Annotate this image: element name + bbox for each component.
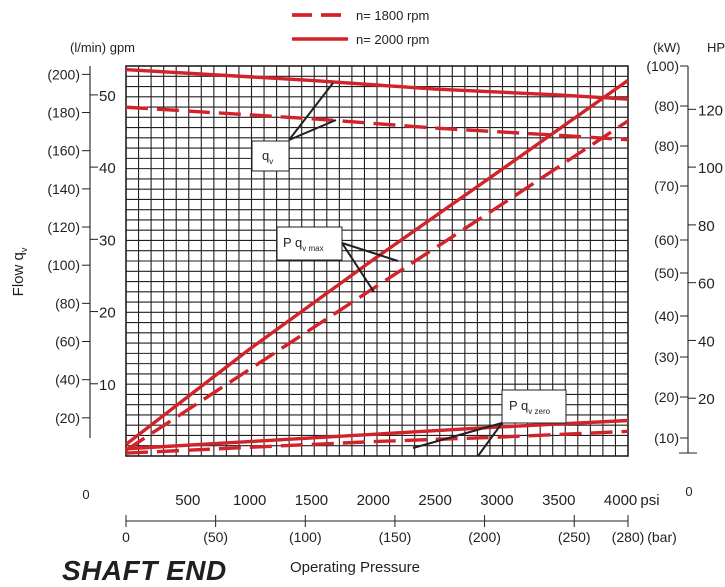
hp-tick-label: 100 (698, 160, 723, 177)
gpm-tick-label: 10 (99, 377, 116, 394)
kw-tick-label: (80) (654, 98, 679, 114)
bar-tick-label: (150) (379, 529, 412, 545)
hp-tick-label: 80 (698, 218, 715, 235)
gpm-tick-label: 40 (99, 160, 116, 177)
psi-tick-label: 2500 (418, 492, 451, 509)
kw-tick-label: (100) (646, 58, 679, 74)
flow-leader-line (288, 82, 334, 141)
hp-tick-label: 40 (698, 333, 715, 350)
left-origin-label: 0 (82, 487, 89, 502)
x-axis-title: Operating Pressure (290, 559, 420, 576)
flow-annotation-box (251, 140, 290, 172)
bar-tick-label: (100) (289, 529, 322, 545)
legend-label-2000: n= 2000 rpm (356, 32, 429, 47)
lmin-tick-label: (120) (47, 219, 80, 235)
series-line-power_max-solid (124, 79, 629, 446)
kw-tick-label: (80) (654, 138, 679, 154)
gpm-tick-label: 30 (99, 232, 116, 249)
kw-tick-label: (60) (654, 232, 679, 248)
psi-tick-label: 4000 (604, 492, 637, 509)
kw-tick-label: (70) (654, 178, 679, 194)
psi-tick-label: 500 (175, 492, 200, 509)
right-origin-label: 0 (685, 484, 692, 499)
power-zero-annotation-box (501, 389, 567, 424)
psi-unit-label: psi (640, 492, 659, 509)
page-heading: SHAFT END (62, 555, 227, 586)
chart-annotations: qv P qv max P qv zero (251, 82, 567, 457)
bar-tick-label: (50) (203, 529, 228, 545)
lmin-tick-label: (180) (47, 105, 80, 121)
right-unit-header-hp: HP (707, 40, 725, 55)
lmin-tick-label: (60) (55, 334, 80, 350)
lmin-tick-label: (200) (47, 66, 80, 82)
power-zero-leader-line (412, 422, 503, 449)
series-line-power_zero-dashed (125, 429, 629, 455)
series-line-power_max-dashed (125, 119, 629, 452)
lmin-tick-label: (140) (47, 181, 80, 197)
kw-tick-label: (40) (654, 308, 679, 324)
kw-tick-label: (50) (654, 265, 679, 281)
chart-series (124, 67, 629, 455)
power-max-annotation-box (276, 226, 343, 261)
series-line-flow-solid (125, 67, 629, 101)
legend-label-1800: n= 1800 rpm (356, 8, 429, 23)
psi-tick-label: 3000 (480, 492, 513, 509)
gpm-tick-label: 50 (99, 88, 116, 105)
bar-unit-label: (bar) (647, 529, 677, 545)
hp-tick-label: 60 (698, 276, 715, 293)
lmin-tick-label: (80) (55, 295, 80, 311)
chart-axes: 50 40 30 20 10 (200) (180) (160) (140) (120) (100)… (10, 40, 725, 576)
psi-tick-label: 2000 (357, 492, 390, 509)
lmin-tick-label: (100) (47, 257, 80, 273)
bar-tick-label: (200) (468, 529, 501, 545)
lmin-tick-label: (20) (55, 410, 80, 426)
hp-tick-label: 120 (698, 102, 723, 119)
power-zero-leader-line (477, 422, 503, 457)
left-unit-header: (l/min) gpm (70, 40, 135, 55)
kw-tick-label: (20) (654, 389, 679, 405)
kw-tick-label: (30) (654, 349, 679, 365)
power-zero-annotation-label: P qv zero (509, 398, 551, 416)
lmin-tick-label: (160) (47, 143, 80, 159)
chart-legend: n= 1800 rpm n= 2000 rpm (292, 8, 429, 47)
bar-tick-label: 0 (122, 529, 130, 545)
flow-annotation-label: qv (262, 148, 273, 166)
psi-tick-label: 3500 (542, 492, 575, 509)
left-axis-title: Flow qv (10, 247, 29, 296)
lmin-tick-label: (40) (55, 372, 80, 388)
series-line-power_zero-solid (125, 418, 629, 451)
power-max-annotation-label: P qv max (283, 235, 324, 253)
power-max-leader-line (341, 242, 399, 262)
right-unit-header-kw: (kW) (653, 40, 680, 55)
flow-leader-line (288, 119, 337, 141)
power-max-leader-line (341, 242, 375, 293)
psi-tick-label: 1000 (233, 492, 266, 509)
psi-tick-label: 1500 (295, 492, 328, 509)
hp-tick-label: 20 (698, 391, 715, 408)
bar-tick-label: (280) (612, 529, 645, 545)
kw-tick-label: (10) (654, 430, 679, 446)
gpm-tick-label: 20 (99, 305, 116, 322)
bar-tick-label: (250) (558, 529, 591, 545)
